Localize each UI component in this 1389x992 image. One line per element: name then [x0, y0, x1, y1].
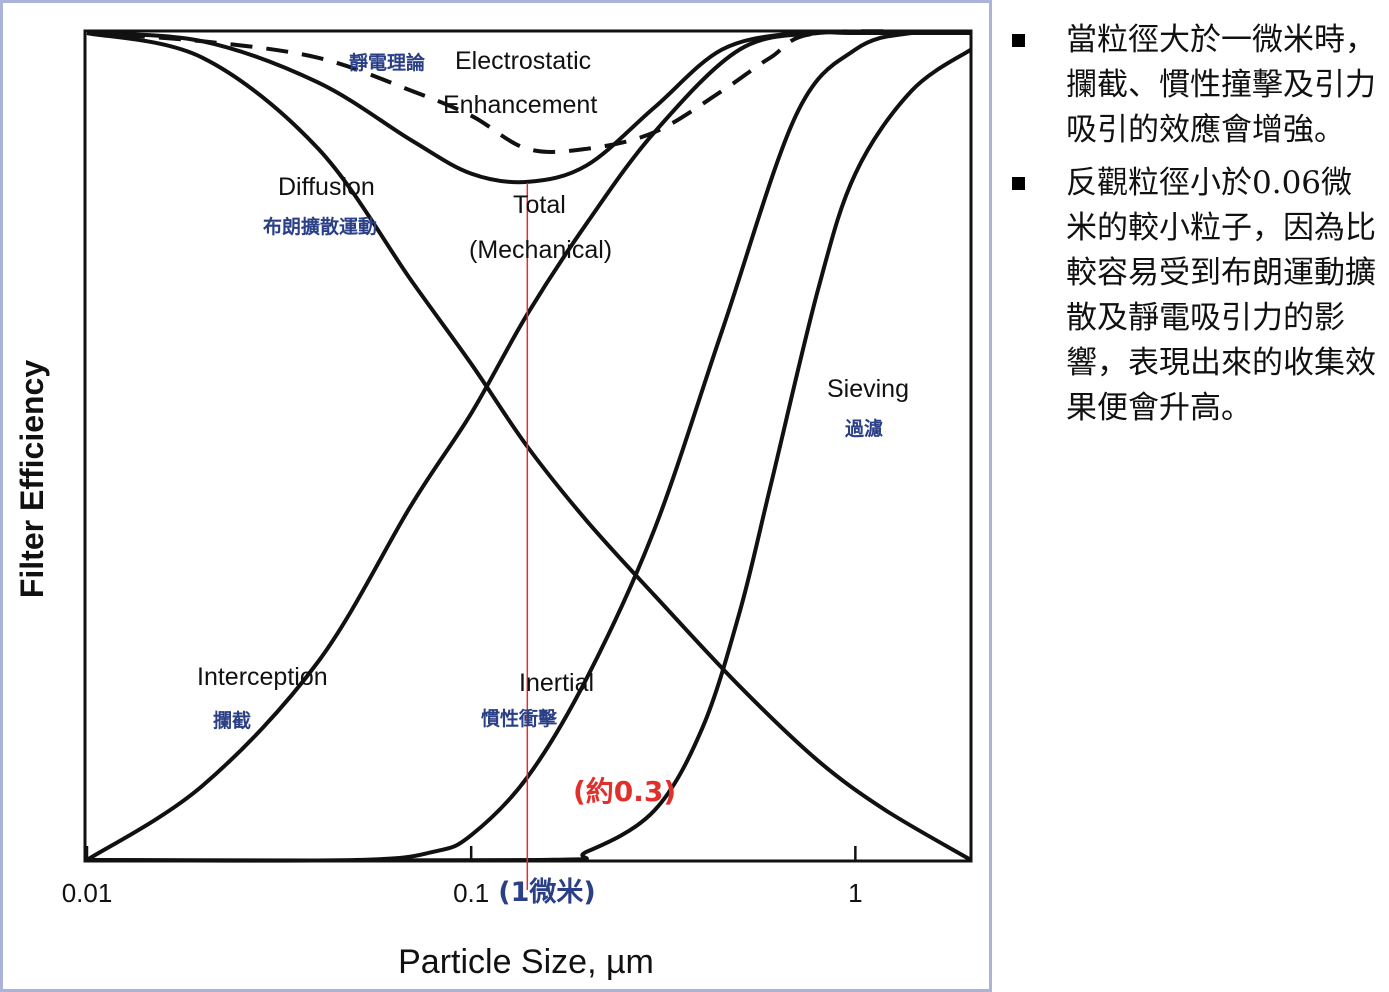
label-electrostatic-zh: 靜電理論 — [349, 51, 426, 74]
series-electrostatic-enhancement-line — [86, 29, 972, 154]
note-text: 當粒徑大於一微米時，攔截、慣性撞擊及引力吸引的效應會增強。 — [1066, 22, 1376, 148]
x-ticks-group: 0.01 0.1 1 — [62, 846, 863, 908]
series-total-mechanical-line — [86, 29, 971, 185]
note-item: 當粒徑大於一微米時，攔截、慣性撞擊及引力吸引的效應會增強。 — [1008, 18, 1378, 153]
series-sieving-line — [86, 47, 973, 863]
label-total-1: Total — [513, 191, 566, 219]
x-axis-label: Particle Size, µm — [398, 943, 654, 981]
square-bullet-icon — [1012, 34, 1025, 47]
filter-efficiency-chart: 0.01 0.1 1 Filter Efficiency Particle Size… — [14, 29, 973, 981]
notes-list: 當粒徑大於一微米時，攔截、慣性撞擊及引力吸引的效應會增強。 反觀粒徑小於0.06… — [1008, 18, 1378, 439]
label-crossover-note: (約0.3) — [573, 775, 676, 808]
x-tick-label: 0.1 — [453, 878, 489, 908]
square-bullet-icon — [1012, 177, 1025, 190]
label-electrostatic-en-2: Enhancement — [443, 91, 597, 119]
label-diffusion-en: Diffusion — [278, 173, 375, 201]
note-item: 反觀粒徑小於0.06微米的較小粒子，因為比較容易受到布朗運動擴散及靜電吸引力的影… — [1008, 161, 1378, 431]
x-tick-label: 0.01 — [62, 878, 113, 908]
curves-group — [85, 29, 973, 863]
note-text: 反觀粒徑小於0.06微米的較小粒子，因為比較容易受到布朗運動擴散及靜電吸引力的影… — [1066, 165, 1376, 426]
series-diffusion-line — [86, 31, 973, 862]
x-tick-label: 1 — [848, 878, 862, 908]
label-interception-zh: 攔截 — [213, 709, 251, 732]
x-tick-note: (1微米) — [498, 877, 595, 908]
label-electrostatic-en-1: Electrostatic — [455, 47, 591, 75]
label-total-2: (Mechanical) — [469, 236, 612, 264]
label-interception-en: Interception — [197, 663, 328, 691]
label-inertial-zh: 慣性衝擊 — [481, 707, 558, 730]
chart-figure: 0.01 0.1 1 Filter Efficiency Particle Size… — [0, 0, 992, 992]
series-inertial-line — [86, 29, 972, 863]
label-diffusion-zh: 布朗擴散運動 — [263, 215, 377, 238]
label-sieving-en: Sieving — [827, 375, 909, 403]
y-axis-label: Filter Efficiency — [14, 360, 50, 599]
label-sieving-zh: 過濾 — [845, 417, 883, 440]
label-inertial-en: Inertial — [519, 669, 594, 697]
